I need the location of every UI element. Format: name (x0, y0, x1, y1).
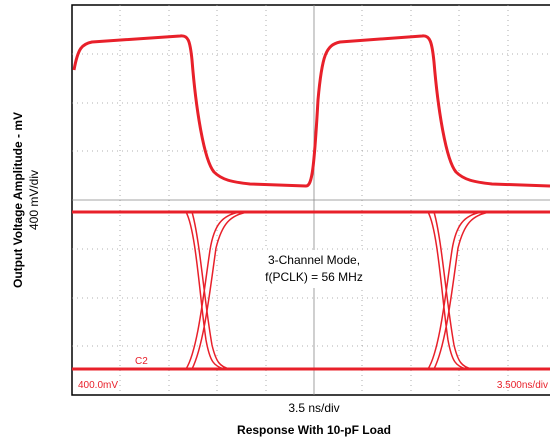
waveform-c2-fall (185, 211, 231, 370)
waveform-c2-rise (185, 211, 249, 370)
waveform-c2-fall-2 (427, 211, 473, 370)
annotation-line: 3-Channel Mode, (268, 253, 360, 267)
grid (72, 5, 550, 395)
x-axis-scale: 3.5 ns/div (288, 401, 339, 415)
annotation-bg (254, 250, 374, 288)
y-axis-scale: 400 mV/div (27, 170, 41, 230)
waveform-c1 (72, 34, 550, 188)
scope-time-readout: 3.500ns/div (497, 380, 548, 391)
caption: Response With 10-pF Load (237, 423, 391, 437)
scope-volts-readout: 400.0mV (78, 380, 118, 391)
annotation-line: f(PCLK) = 56 MHz (265, 270, 363, 284)
waveform-c2-rise-2 (427, 211, 491, 370)
scope-channel-label: C2 (135, 356, 148, 367)
y-axis-label: Output Voltage Amplitude - mV (11, 112, 25, 288)
scope-screen: C2 400.0mV 3.500ns/div 3-Channel Mode, f… (72, 5, 550, 395)
